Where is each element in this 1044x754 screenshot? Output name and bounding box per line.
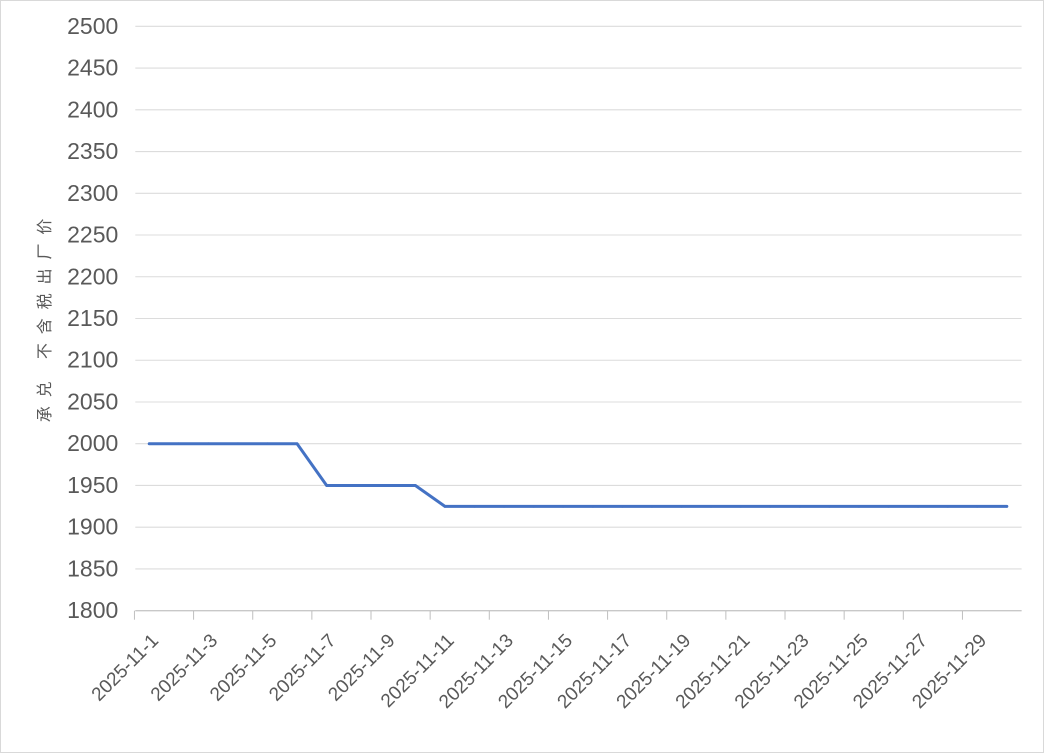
svg-text:2200: 2200 xyxy=(67,263,118,289)
svg-text:2000: 2000 xyxy=(67,430,118,456)
svg-text:2300: 2300 xyxy=(67,180,118,206)
svg-text:1900: 1900 xyxy=(67,514,118,540)
svg-text:1800: 1800 xyxy=(67,597,118,623)
svg-text:2400: 2400 xyxy=(67,96,118,122)
svg-text:2350: 2350 xyxy=(67,138,118,164)
svg-text:1950: 1950 xyxy=(67,472,118,498)
svg-text:1850: 1850 xyxy=(67,555,118,581)
svg-text:2050: 2050 xyxy=(67,388,118,414)
svg-text:2100: 2100 xyxy=(67,347,118,373)
svg-text:2450: 2450 xyxy=(67,55,118,81)
svg-text:2500: 2500 xyxy=(67,13,118,39)
svg-text:2250: 2250 xyxy=(67,222,118,248)
svg-text:2150: 2150 xyxy=(67,305,118,331)
